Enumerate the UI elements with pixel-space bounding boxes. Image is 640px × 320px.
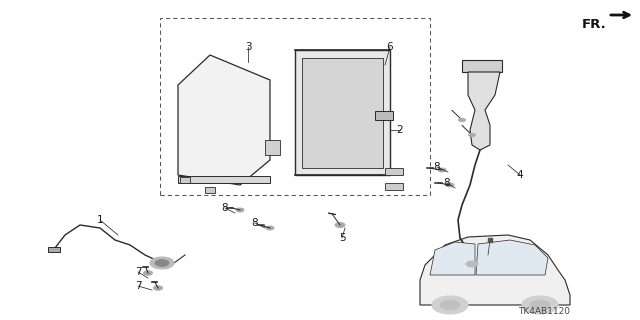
Circle shape [522, 296, 558, 314]
Bar [295, 50, 390, 175]
Circle shape [266, 226, 274, 230]
Text: 8: 8 [252, 218, 259, 228]
Text: 2: 2 [397, 125, 403, 135]
Text: 4: 4 [516, 170, 524, 180]
Circle shape [468, 133, 476, 137]
Text: 5: 5 [339, 233, 346, 243]
Bar [178, 175, 270, 183]
Text: 8: 8 [221, 203, 228, 213]
Polygon shape [430, 242, 475, 275]
Bar [385, 183, 403, 190]
Text: 6: 6 [387, 42, 394, 52]
Circle shape [335, 222, 345, 228]
Text: 1: 1 [97, 215, 103, 225]
Polygon shape [178, 55, 270, 185]
Polygon shape [420, 235, 570, 305]
Bar [48, 247, 60, 252]
Circle shape [236, 208, 244, 212]
Bar [302, 58, 383, 168]
Bar [205, 187, 215, 193]
Circle shape [150, 257, 174, 269]
Text: 7: 7 [134, 267, 141, 277]
Bar [180, 177, 190, 183]
Bar [375, 111, 393, 120]
Circle shape [438, 168, 446, 172]
Circle shape [154, 286, 163, 290]
Bar [385, 168, 403, 175]
Polygon shape [468, 72, 500, 150]
Circle shape [458, 118, 465, 122]
Circle shape [440, 300, 460, 310]
Circle shape [155, 260, 169, 267]
Text: 7: 7 [134, 281, 141, 291]
Circle shape [143, 271, 152, 275]
Text: 3: 3 [244, 42, 252, 52]
Circle shape [530, 300, 550, 310]
Bar [265, 140, 280, 155]
Text: 8: 8 [434, 162, 440, 172]
Circle shape [432, 296, 468, 314]
Text: 8: 8 [444, 178, 451, 188]
Bar [462, 60, 502, 72]
Text: FR.: FR. [582, 18, 607, 31]
Polygon shape [476, 240, 548, 275]
Circle shape [446, 183, 454, 187]
Circle shape [466, 261, 478, 267]
Text: TK4AB1120: TK4AB1120 [518, 308, 570, 316]
